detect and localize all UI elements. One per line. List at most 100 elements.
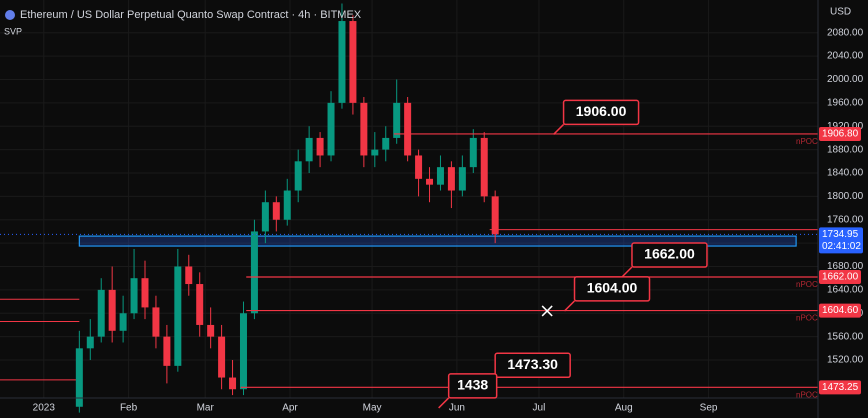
support-zone [78,235,797,247]
candle-body [447,167,455,191]
callout-label: 1604.00 [587,280,638,296]
level-note: nPOC [796,280,818,289]
price-tag [819,380,861,395]
candle-body [393,102,401,138]
y-tick-label: 2000.00 [827,74,864,85]
candle-body [469,137,477,168]
callout-label: 1473.30 [507,356,558,372]
level-note: nPOC [796,137,818,146]
x-tick-label: Apr [282,403,298,414]
callout-pointer [553,123,565,135]
candle-body [152,307,160,337]
candle-body [404,102,412,156]
callout-box [573,276,651,302]
y-tick-label: 1560.00 [827,331,864,342]
y-tick-label: 1920.00 [827,121,864,132]
candle-body [480,137,488,197]
price-tag [819,270,861,285]
price-tag [819,126,861,141]
candle-body [491,196,499,235]
x-tick-label: Sep [700,403,718,414]
symbol-icon [5,10,15,20]
chart-title: Ethereum / US Dollar Perpetual Quanto Sw… [20,9,362,21]
candle-body [415,155,423,179]
y-tick-label: 1840.00 [827,168,864,179]
candle-body [119,313,127,331]
candle-body [360,102,368,156]
x-tick-label: May [363,403,382,414]
current-price-tag [819,227,863,254]
candle-body [371,149,379,156]
candle-body [218,336,226,378]
x-tick-label: 2023 [33,403,56,414]
candle-body [305,137,313,162]
plot [0,3,818,413]
candle-body [207,324,215,337]
callout-pointer [621,266,633,278]
x-marker [541,305,553,317]
callout-pointer [438,397,450,409]
candle-body [426,178,434,185]
level-note: nPOC [796,390,818,399]
x-tick-label: Feb [120,403,138,414]
candle-body [130,278,138,314]
candle-body [141,278,149,308]
candle-body [185,266,193,285]
candle-body [174,266,182,366]
candle-body [250,231,258,314]
y-tick-label: 1760.00 [827,214,864,225]
candle-body [86,336,94,349]
callout-label: 1906.00 [576,103,627,119]
candle-body [229,377,237,390]
y-tick-label: 1520.00 [827,355,864,366]
currency-label[interactable]: USD [830,7,851,18]
grid [0,0,818,398]
y-tick-label: 1640.00 [827,285,864,296]
candle-body [196,284,204,325]
price-tag [819,303,861,318]
candle-body [283,190,291,220]
candle-body [97,289,105,337]
candle-body [108,289,116,331]
candle-body [163,336,171,366]
x-tick-label: Jul [533,403,546,414]
candle-body [294,161,302,191]
callout-box [631,242,708,268]
candle-body [327,102,335,156]
candle-body [316,137,324,156]
current-price-label: 1734.95 [822,229,859,240]
x-tick-label: Aug [615,403,633,414]
price-tag-label: 1662.00 [822,272,859,283]
callout-box [447,373,498,399]
y-tick-label: 1680.00 [827,261,864,272]
callout-pointer [563,300,576,312]
level-note: nPOC [796,314,818,323]
callout-label: 1438 [457,377,488,393]
x-tick-label: Mar [197,403,215,414]
candle-body [338,21,346,103]
y-tick-label: 1880.00 [827,144,864,155]
candle-body [349,21,357,103]
candle-body [75,348,83,407]
candle-body [436,167,444,185]
candle-body [239,313,247,390]
callout-label: 1662.00 [644,246,695,262]
indicator-label: SVP [4,26,22,36]
callout-box [562,99,640,126]
candle-body [272,202,280,220]
candle-body [261,202,269,232]
y-tick-label: 1960.00 [827,98,864,109]
x-tick-label: Jun [449,403,465,414]
y-tick-label: 1800.00 [827,191,864,202]
price-tag-label: 1473.25 [822,382,859,393]
countdown: 02:41:02 [822,241,861,252]
callout-box [494,352,571,379]
price-tag-label: 1604.60 [822,305,859,316]
y-tick-label: 2040.00 [827,51,864,62]
candle-body [458,167,466,191]
y-tick-label: 2080.00 [827,27,864,38]
candle-body [382,137,390,150]
price-tag-label: 1906.80 [822,129,859,140]
